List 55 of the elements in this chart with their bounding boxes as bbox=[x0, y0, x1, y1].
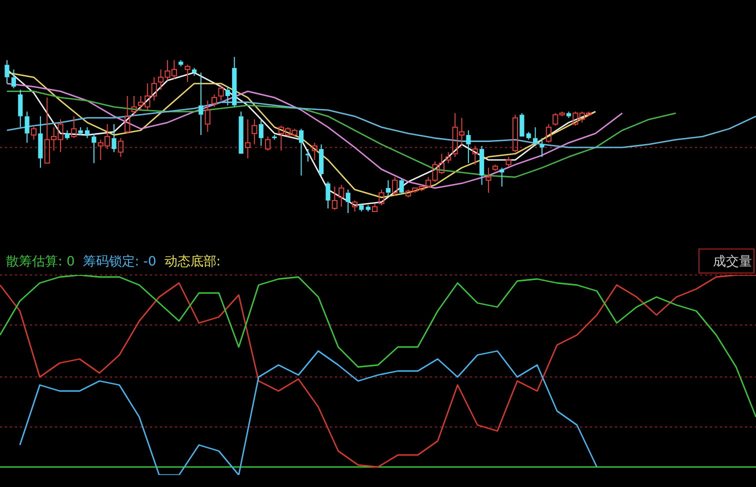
candlestick bbox=[306, 148, 310, 162]
candlestick bbox=[112, 124, 116, 153]
text: 成交量 bbox=[713, 253, 752, 270]
candlestick bbox=[238, 111, 244, 154]
candlestick bbox=[332, 186, 338, 210]
candlestick bbox=[346, 189, 350, 214]
candlestick bbox=[533, 126, 538, 146]
candlestick bbox=[204, 100, 210, 132]
candlestick bbox=[359, 203, 364, 212]
candlestick bbox=[466, 130, 471, 164]
candlestick bbox=[11, 68, 16, 89]
candlestick bbox=[64, 130, 70, 140]
candlestick bbox=[198, 72, 204, 136]
candlestick bbox=[118, 138, 124, 158]
candlestick bbox=[225, 86, 230, 106]
candlestick bbox=[124, 96, 130, 134]
candlestick bbox=[232, 56, 237, 108]
candlestick bbox=[372, 203, 378, 212]
candlestick bbox=[319, 144, 324, 176]
candlestick bbox=[500, 167, 504, 187]
candlestick bbox=[386, 180, 390, 196]
candlestick bbox=[338, 184, 344, 208]
candlestick bbox=[366, 204, 370, 212]
candlestick bbox=[526, 131, 531, 140]
text: 动态底部: bbox=[164, 254, 221, 270]
candlestick bbox=[24, 111, 30, 144]
candlestick bbox=[244, 118, 251, 159]
candlestick bbox=[312, 142, 318, 160]
candlestick bbox=[540, 138, 544, 158]
candlestick bbox=[326, 181, 330, 209]
candlestick bbox=[252, 118, 258, 145]
candlestick bbox=[30, 125, 37, 140]
candlestick bbox=[38, 116, 43, 168]
candlestick bbox=[486, 167, 492, 194]
candlestick bbox=[78, 126, 83, 136]
candlestick bbox=[272, 134, 277, 140]
candlestick bbox=[18, 89, 23, 128]
text: 筹码锁定: -0 bbox=[82, 254, 156, 270]
series-label: 散筹估算: 0 bbox=[6, 254, 75, 270]
candlestick bbox=[4, 60, 10, 84]
candlestick bbox=[566, 111, 572, 118]
candlestick bbox=[92, 132, 96, 164]
candlestick bbox=[446, 152, 452, 164]
candlestick bbox=[480, 145, 484, 186]
candlestick bbox=[192, 67, 197, 76]
candlestick bbox=[520, 112, 524, 137]
candlestick bbox=[298, 128, 304, 176]
candlestick bbox=[258, 118, 264, 146]
candlestick bbox=[84, 126, 90, 139]
candlestick bbox=[399, 178, 404, 195]
candlestick bbox=[71, 116, 77, 139]
candlestick bbox=[131, 96, 137, 117]
candlestick bbox=[178, 60, 184, 67]
candlestick bbox=[184, 64, 190, 82]
candlestick bbox=[472, 145, 478, 166]
